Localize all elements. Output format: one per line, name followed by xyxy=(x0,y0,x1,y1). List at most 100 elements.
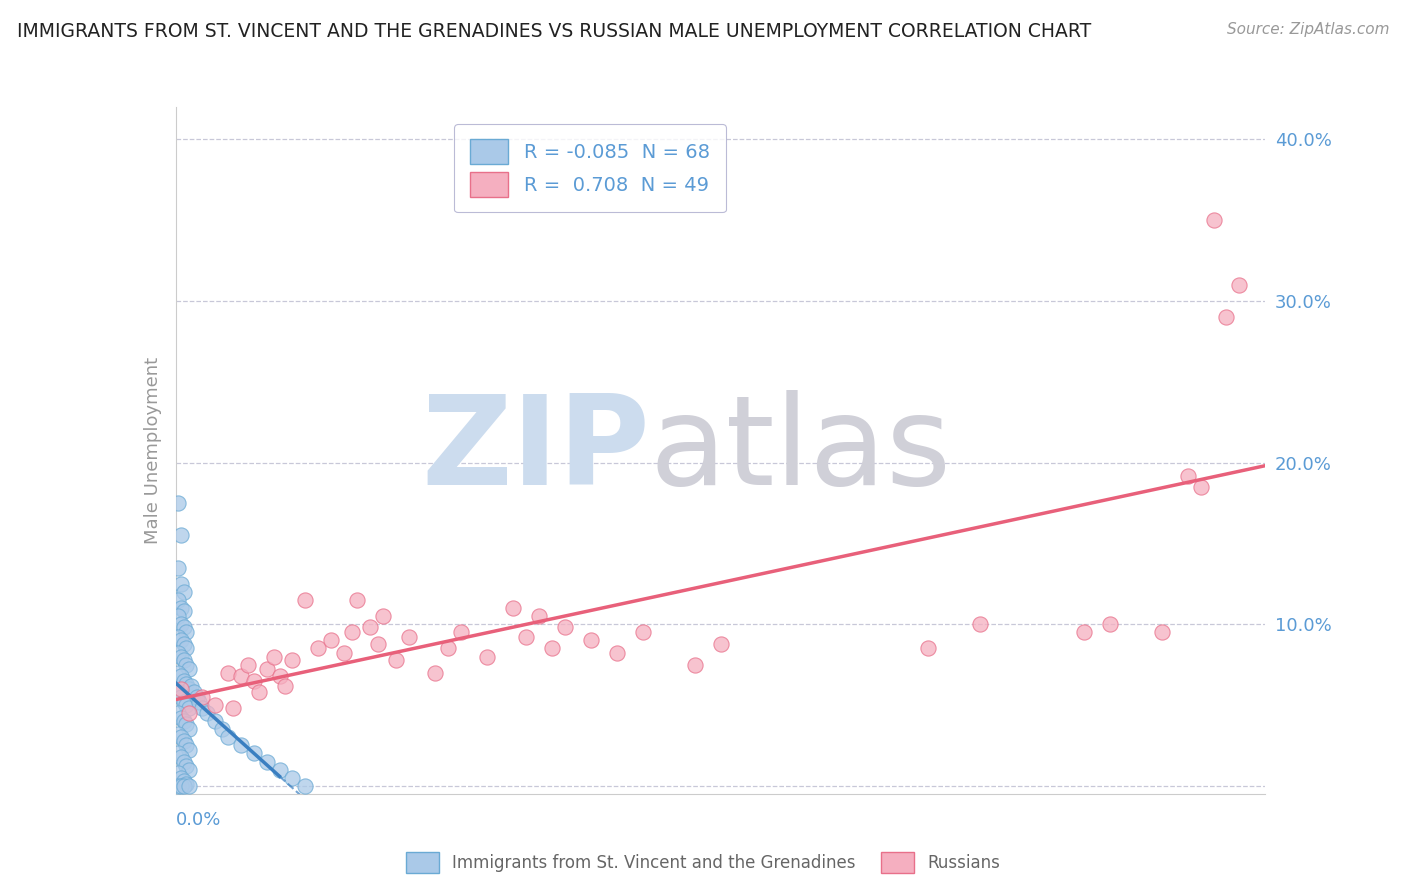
Point xyxy=(173,673,195,688)
Point xyxy=(554,620,576,634)
Legend: Immigrants from St. Vincent and the Grenadines, Russians: Immigrants from St. Vincent and the Gren… xyxy=(399,846,1007,880)
Point xyxy=(167,727,190,741)
Point xyxy=(174,641,197,656)
Point xyxy=(437,641,460,656)
Point xyxy=(177,662,200,676)
Point xyxy=(242,673,264,688)
Point xyxy=(256,755,278,769)
Point xyxy=(1229,277,1251,292)
Point xyxy=(359,620,381,634)
Text: 0.0%: 0.0% xyxy=(176,811,221,829)
Point xyxy=(281,653,304,667)
Point xyxy=(170,633,193,648)
Y-axis label: Male Unemployment: Male Unemployment xyxy=(143,357,162,544)
Point xyxy=(475,649,498,664)
Point xyxy=(170,669,193,683)
Point xyxy=(425,665,447,680)
Point xyxy=(177,701,200,715)
Point xyxy=(170,711,193,725)
Point xyxy=(683,657,706,672)
Point xyxy=(167,706,190,720)
Point xyxy=(174,677,197,691)
Text: atlas: atlas xyxy=(650,390,952,511)
Point xyxy=(167,630,190,644)
Point xyxy=(173,695,195,709)
Point xyxy=(195,706,218,720)
Point xyxy=(229,669,252,683)
Point xyxy=(167,496,190,510)
Point xyxy=(242,747,264,761)
Point xyxy=(183,685,205,699)
Legend: R = -0.085  N = 68, R =  0.708  N = 49: R = -0.085 N = 68, R = 0.708 N = 49 xyxy=(454,124,725,212)
Point xyxy=(173,653,195,667)
Point xyxy=(173,604,195,618)
Point xyxy=(174,625,197,640)
Point xyxy=(170,649,193,664)
Point xyxy=(190,701,212,715)
Point xyxy=(373,609,395,624)
Point xyxy=(527,609,550,624)
Point xyxy=(606,646,628,660)
Point xyxy=(167,765,190,780)
Point xyxy=(263,649,285,664)
Point xyxy=(177,681,200,696)
Point xyxy=(1215,310,1237,325)
Point xyxy=(631,625,654,640)
Point xyxy=(170,749,193,764)
Point xyxy=(173,774,195,789)
Point xyxy=(450,625,472,640)
Point xyxy=(1177,468,1199,483)
Point xyxy=(173,637,195,651)
Point xyxy=(173,620,195,634)
Point xyxy=(167,560,190,574)
Point xyxy=(269,763,291,777)
Point xyxy=(173,755,195,769)
Point xyxy=(170,681,193,696)
Point xyxy=(709,637,731,651)
Point xyxy=(170,771,193,785)
Point xyxy=(247,685,270,699)
Point xyxy=(217,665,239,680)
Point xyxy=(190,690,212,704)
Point xyxy=(177,763,200,777)
Point xyxy=(170,601,193,615)
Point xyxy=(173,733,195,747)
Point xyxy=(188,695,211,709)
Point xyxy=(1150,625,1173,640)
Point xyxy=(174,777,197,791)
Text: ZIP: ZIP xyxy=(420,390,650,511)
Point xyxy=(502,601,524,615)
Point xyxy=(917,641,939,656)
Point xyxy=(217,731,239,745)
Point xyxy=(269,669,291,683)
Point xyxy=(180,679,202,693)
Point xyxy=(281,771,304,785)
Point xyxy=(238,657,260,672)
Point xyxy=(229,739,252,753)
Point xyxy=(340,625,363,640)
Point xyxy=(321,633,343,648)
Point xyxy=(204,698,226,712)
Point xyxy=(170,576,193,591)
Point xyxy=(385,653,408,667)
Point xyxy=(170,690,193,704)
Point xyxy=(177,743,200,757)
Point xyxy=(174,717,197,731)
Point xyxy=(515,630,537,644)
Point xyxy=(167,665,190,680)
Point xyxy=(211,723,233,737)
Text: IMMIGRANTS FROM ST. VINCENT AND THE GRENADINES VS RUSSIAN MALE UNEMPLOYMENT CORR: IMMIGRANTS FROM ST. VINCENT AND THE GREN… xyxy=(17,22,1091,41)
Point xyxy=(186,690,208,704)
Point xyxy=(173,714,195,728)
Point xyxy=(170,779,193,793)
Point xyxy=(170,617,193,632)
Point xyxy=(294,779,316,793)
Point xyxy=(333,646,356,660)
Point xyxy=(222,701,245,715)
Point xyxy=(274,679,297,693)
Point xyxy=(167,779,190,793)
Point xyxy=(346,593,368,607)
Point xyxy=(170,528,193,542)
Point xyxy=(1189,480,1212,494)
Point xyxy=(170,731,193,745)
